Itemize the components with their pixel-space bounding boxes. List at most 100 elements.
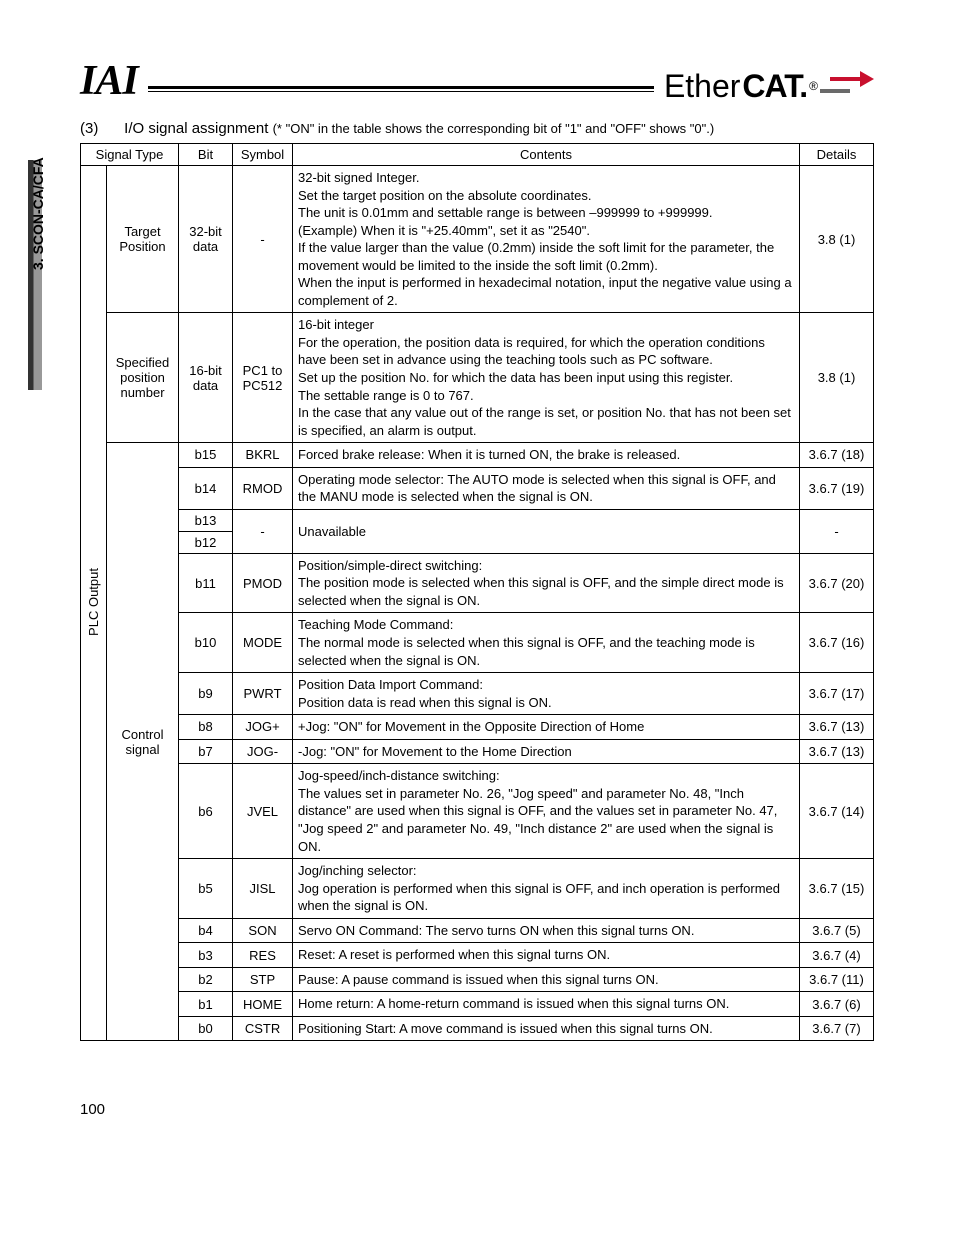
cell-plc-output: PLC Output (81, 166, 107, 1041)
cell-bit: b12 (179, 531, 233, 553)
cell-contents: Jog-speed/inch-distance switching:The va… (293, 764, 800, 859)
cell-symbol: RES (233, 943, 293, 968)
cell-symbol: JOG- (233, 739, 293, 764)
cell-contents: Teaching Mode Command:The normal mode is… (293, 613, 800, 673)
cell-details: 3.6.7 (4) (800, 943, 874, 968)
page: 3. SCON-CA/CFA IAI EtherCAT.® (3) I/O si… (0, 0, 954, 1158)
th-symbol: Symbol (233, 144, 293, 166)
cell-details: 3.6.7 (17) (800, 673, 874, 715)
logo-iai: IAI (80, 60, 138, 102)
cell-bit: b5 (179, 859, 233, 919)
cell-contents: Operating mode selector: The AUTO mode i… (293, 467, 800, 509)
cell-symbol: JOG+ (233, 715, 293, 740)
cell-contents: Positioning Start: A move command is iss… (293, 1016, 800, 1041)
section-note: (* "ON" in the table shows the correspon… (273, 121, 715, 136)
table-row: b8 JOG+ +Jog: "ON" for Movement in the O… (81, 715, 874, 740)
cell-details: 3.6.7 (7) (800, 1016, 874, 1041)
cell-symbol: BKRL (233, 443, 293, 468)
table-row: b7 JOG- -Jog: "ON" for Movement to the H… (81, 739, 874, 764)
cell-contents: Jog/inching selector:Jog operation is pe… (293, 859, 800, 919)
cell-bit: b6 (179, 764, 233, 859)
table-row: b4 SON Servo ON Command: The servo turns… (81, 918, 874, 943)
th-signal-type: Signal Type (81, 144, 179, 166)
page-header: IAI EtherCAT.® (80, 60, 874, 102)
cell-contents: 16-bit integerFor the operation, the pos… (293, 313, 800, 443)
cell-bit: 16-bit data (179, 313, 233, 443)
cell-contents: -Jog: "ON" for Movement to the Home Dire… (293, 739, 800, 764)
cell-bit: b13 (179, 509, 233, 531)
cell-bit: b15 (179, 443, 233, 468)
th-contents: Contents (293, 144, 800, 166)
section-title: I/O signal assignment (124, 120, 268, 137)
cell-details: 3.6.7 (15) (800, 859, 874, 919)
table-row: Specified position number 16-bit data PC… (81, 313, 874, 443)
cell-contents: Forced brake release: When it is turned … (293, 443, 800, 468)
cell-bit: b9 (179, 673, 233, 715)
cell-details: 3.6.7 (19) (800, 467, 874, 509)
cell-sig2: Control signal (107, 443, 179, 1041)
logo-ether-text1: Ether (664, 70, 740, 102)
cell-bit: b7 (179, 739, 233, 764)
cell-sig2: Specified position number (107, 313, 179, 443)
cell-contents: Position/simple-direct switching:The pos… (293, 553, 800, 613)
table-body: PLC Output Target Position 32-bit data -… (81, 166, 874, 1041)
section-number: (3) (80, 120, 120, 137)
cell-symbol: CSTR (233, 1016, 293, 1041)
cell-symbol: MODE (233, 613, 293, 673)
cell-details: 3.8 (1) (800, 166, 874, 313)
cell-contents: Position Data Import Command:Position da… (293, 673, 800, 715)
cell-symbol: - (233, 166, 293, 313)
cell-details: - (800, 509, 874, 553)
cell-details: 3.6.7 (6) (800, 992, 874, 1017)
cell-symbol: PWRT (233, 673, 293, 715)
page-number: 100 (80, 1101, 874, 1118)
table-row: Control signal b15 BKRL Forced brake rel… (81, 443, 874, 468)
cell-details: 3.6.7 (13) (800, 739, 874, 764)
table-row: b6 JVEL Jog-speed/inch-distance switchin… (81, 764, 874, 859)
cell-details: 3.6.7 (18) (800, 443, 874, 468)
th-details: Details (800, 144, 874, 166)
table-row: b10 MODE Teaching Mode Command:The norma… (81, 613, 874, 673)
side-tab-label: 3. SCON-CA/CFA (30, 157, 46, 270)
cell-sig2: Target Position (107, 166, 179, 313)
cell-details: 3.6.7 (5) (800, 918, 874, 943)
table-row: PLC Output Target Position 32-bit data -… (81, 166, 874, 313)
cell-symbol: HOME (233, 992, 293, 1017)
logo-ethercat: EtherCAT.® (664, 70, 874, 102)
cell-symbol: STP (233, 967, 293, 992)
cell-contents: Pause: A pause command is issued when th… (293, 967, 800, 992)
header-rule (148, 86, 654, 92)
table-row: b14 RMOD Operating mode selector: The AU… (81, 467, 874, 509)
signal-table: Signal Type Bit Symbol Contents Details … (80, 143, 874, 1041)
table-row: b1 HOME Home return: A home-return comma… (81, 992, 874, 1017)
cell-contents: Reset: A reset is performed when this si… (293, 943, 800, 968)
cell-symbol: - (233, 509, 293, 553)
logo-ether-text2: CAT. (742, 70, 807, 102)
th-bit: Bit (179, 144, 233, 166)
table-row: b5 JISL Jog/inching selector:Jog operati… (81, 859, 874, 919)
section-heading: (3) I/O signal assignment (* "ON" in the… (80, 120, 874, 137)
cell-bit: b3 (179, 943, 233, 968)
cell-symbol: RMOD (233, 467, 293, 509)
table-row: b13 - Unavailable - (81, 509, 874, 531)
cell-bit: b11 (179, 553, 233, 613)
cell-details: 3.6.7 (14) (800, 764, 874, 859)
cell-bit: 32-bit data (179, 166, 233, 313)
cell-bit: b1 (179, 992, 233, 1017)
cell-details: 3.6.7 (16) (800, 613, 874, 673)
table-row: b3 RES Reset: A reset is performed when … (81, 943, 874, 968)
table-row: b9 PWRT Position Data Import Command:Pos… (81, 673, 874, 715)
cell-symbol: JISL (233, 859, 293, 919)
table-header-row: Signal Type Bit Symbol Contents Details (81, 144, 874, 166)
table-row: b0 CSTR Positioning Start: A move comman… (81, 1016, 874, 1041)
cell-symbol: PMOD (233, 553, 293, 613)
cell-symbol: PC1 to PC512 (233, 313, 293, 443)
cell-contents: 32-bit signed Integer.Set the target pos… (293, 166, 800, 313)
cell-bit: b10 (179, 613, 233, 673)
cell-details: 3.6.7 (11) (800, 967, 874, 992)
cell-bit: b4 (179, 918, 233, 943)
cell-contents: Unavailable (293, 509, 800, 553)
cell-symbol: JVEL (233, 764, 293, 859)
cell-details: 3.8 (1) (800, 313, 874, 443)
cell-bit: b2 (179, 967, 233, 992)
